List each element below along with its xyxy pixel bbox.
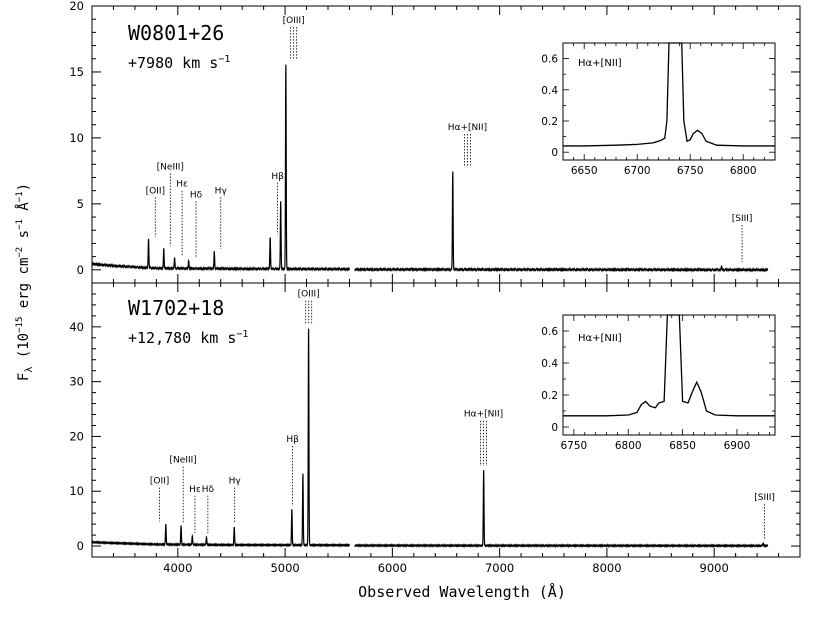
inset-frame [562, 314, 776, 436]
emission-line-label: Hα+[NII] [464, 410, 503, 420]
inset-spectrum-line [563, 42, 775, 147]
emission-line-label: Hδ [190, 190, 203, 200]
emission-line-label: Hβ [286, 435, 299, 445]
inset-x-tick-label: 6650 [571, 165, 598, 177]
inset-line-label: Hα+[NII] [578, 333, 622, 344]
x-tick-label: 5000 [270, 561, 299, 575]
inset-panel: 6750 6800 6850 6900 0 0.2 0.4 0.6 Hα+[NII] [541, 314, 776, 452]
inset-y-tick-label: 0.6 [541, 54, 558, 66]
spectrum-line-blue [91, 328, 351, 548]
emission-line-label: [OII] [150, 477, 169, 487]
emission-line-label: Hγ [229, 477, 242, 487]
y-tick-label: 5 [77, 197, 84, 211]
emission-line-label: [NeIII] [170, 456, 197, 466]
bottom-spectrum-panel: 4000 5000 6000 7000 8000 9000 0 10 20 30 40 [OII] [N… [69, 282, 801, 575]
emission-line-label: [OII] [146, 186, 165, 196]
inset-x-tick-label: 6700 [624, 165, 651, 177]
y-tick-label: 10 [69, 484, 84, 498]
inset-spectrum-line [563, 314, 775, 417]
inset-y-tick-label: 0.4 [541, 358, 558, 370]
inset-x-tick-label: 6850 [669, 440, 696, 452]
x-tick-label: 8000 [592, 561, 621, 575]
emission-line-label: Hε [176, 180, 188, 190]
inset-y-tick-label: 0.6 [541, 326, 558, 338]
emission-line-label: [NeIII] [157, 163, 184, 173]
x-tick-label: 7000 [485, 561, 514, 575]
object-name-label: W0801+26 [128, 21, 224, 45]
emission-line-label: Hε [189, 485, 201, 495]
emission-line-label: [OIII] [298, 290, 320, 300]
inset-x-tick-label: 6800 [615, 440, 642, 452]
inset-y-tick-label: 0 [551, 147, 558, 159]
spectrum-line-blue [91, 64, 351, 272]
emission-line-label: Hβ [271, 172, 284, 182]
inset-y-tick-label: 0.2 [541, 116, 558, 128]
velocity-label: +12,780 km s−1 [128, 329, 248, 347]
y-tick-label: 30 [69, 375, 84, 389]
inset-x-tick-label: 6800 [730, 165, 757, 177]
x-tick-label: 4000 [163, 561, 192, 575]
y-tick-label: 40 [69, 320, 84, 334]
y-tick-label: 10 [69, 131, 84, 145]
y-tick-label: 15 [69, 65, 84, 79]
emission-line-label: [SIII] [732, 214, 753, 224]
emission-line-label: [OIII] [283, 16, 305, 26]
emission-line-label: Hα+[NII] [448, 123, 487, 133]
y-tick-label: 20 [69, 0, 84, 13]
inset-line-label: Hα+[NII] [578, 58, 622, 69]
x-tick-label: 6000 [378, 561, 407, 575]
inset-x-tick-label: 6900 [724, 440, 751, 452]
emission-line-label: Hγ [215, 186, 228, 196]
x-tick-label: 9000 [700, 561, 729, 575]
inset-y-tick-label: 0 [551, 422, 558, 434]
inset-x-tick-label: 6750 [561, 440, 588, 452]
inset-y-tick-label: 0.4 [541, 85, 558, 97]
x-axis-title: Observed Wavelength (Å) [358, 582, 566, 601]
inset-panel: 6650 6700 6750 6800 0 0.2 0.4 0.6 Hα+[NII] [541, 42, 776, 177]
y-tick-label: 0 [77, 263, 84, 277]
emission-line-label: Hδ [202, 485, 215, 495]
emission-line-label: [SIII] [754, 493, 775, 503]
spectrum-line-red [354, 469, 769, 549]
spectrum-line-red [354, 171, 769, 273]
y-tick-label: 0 [77, 539, 84, 553]
velocity-label: +7980 km s−1 [128, 54, 230, 72]
panel-frame [91, 282, 801, 558]
y-axis-title: Fλ (10−15 erg cm−2 s−1 Å−1) [15, 183, 35, 381]
inset-y-tick-label: 0.2 [541, 390, 558, 402]
inset-x-tick-label: 6750 [677, 165, 704, 177]
y-tick-label: 20 [69, 429, 84, 443]
object-name-label: W1702+18 [128, 296, 224, 320]
